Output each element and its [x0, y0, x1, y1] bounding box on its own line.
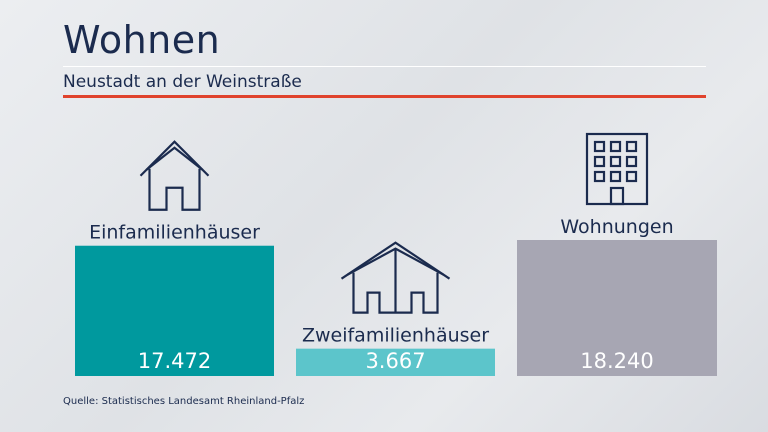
category-label: Einfamilienhäuser: [89, 222, 260, 244]
page-title: Wohnen: [63, 18, 221, 62]
apartment-building-icon: [585, 132, 649, 206]
bar: [75, 245, 274, 376]
source-note: Quelle: Statistisches Landesamt Rheinlan…: [63, 396, 305, 407]
category-label: Zweifamilienhäuser: [302, 325, 489, 347]
double-house-icon: [340, 241, 451, 314]
page-subtitle: Neustadt an der Weinstraße: [63, 72, 302, 92]
category-label: Wohnungen: [560, 216, 673, 238]
single-house-icon: [139, 140, 210, 211]
bar: [296, 348, 495, 376]
bar-value-label: 17.472: [138, 349, 211, 373]
bar-value-label: 18.240: [580, 349, 653, 373]
accent-divider: [63, 95, 706, 98]
title-divider: [63, 66, 706, 67]
bar: [517, 240, 717, 376]
bar-value-label: 3.667: [365, 349, 425, 373]
